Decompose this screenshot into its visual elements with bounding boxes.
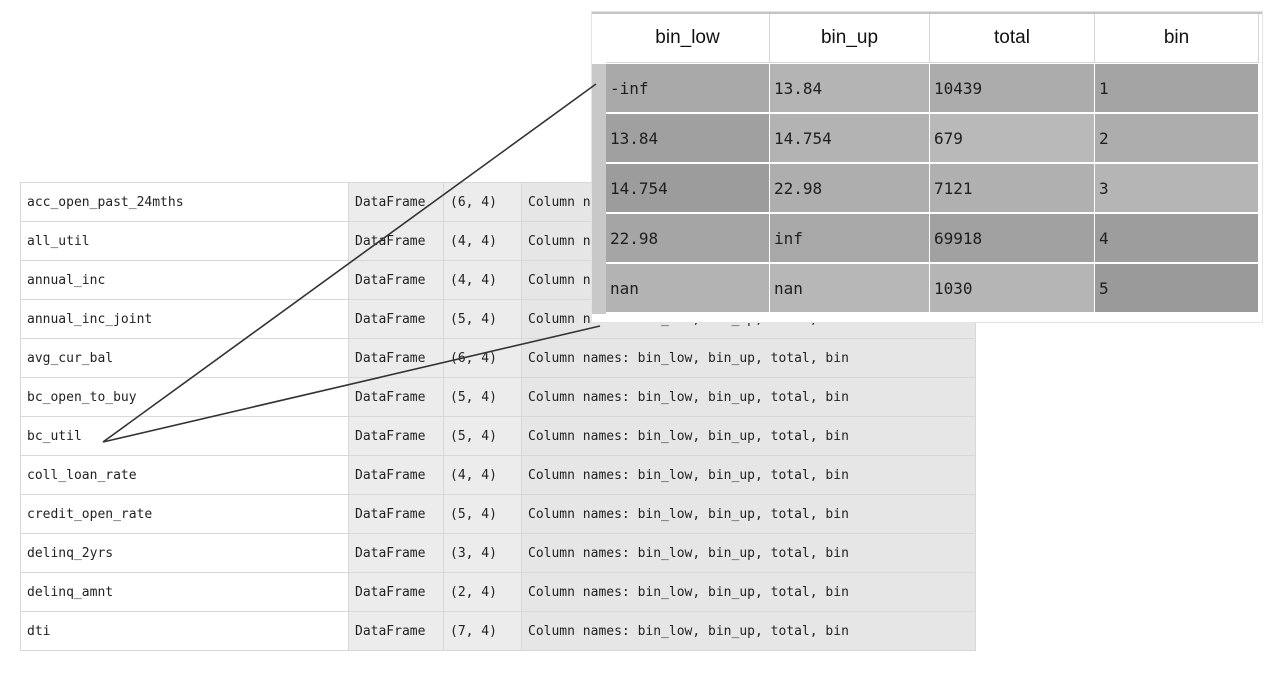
row-index-strip	[592, 264, 606, 314]
variable-value: Column names: bin_low, bin_up, total, bi…	[521, 611, 976, 651]
cell-bin-up[interactable]: 22.98	[770, 164, 930, 213]
variable-value: Column names: bin_low, bin_up, total, bi…	[521, 377, 976, 417]
table-row[interactable]: credit_open_rate DataFrame (5, 4) Column na…	[20, 494, 976, 534]
variable-name: avg_cur_bal	[20, 338, 349, 378]
table-row[interactable]: coll_loan_rate DataFrame (4, 4) Column name…	[20, 455, 976, 495]
variable-type: DataFrame	[348, 494, 444, 534]
cell-bin-low[interactable]: nan	[606, 264, 770, 313]
table-row[interactable]: delinq_amnt DataFrame (2, 4) Column names: …	[20, 572, 976, 612]
dataframe-header-row: bin_low bin_up total bin	[592, 14, 1262, 64]
variable-size: (5, 4)	[443, 377, 522, 417]
variable-value: Column names: bin_low, bin_up, total, bi…	[521, 533, 976, 573]
table-row[interactable]: bc_open_to_buy DataFrame (5, 4) Column name…	[20, 377, 976, 417]
variable-value: Column names: bin_low, bin_up, total, bi…	[521, 416, 976, 456]
cell-total[interactable]: 1030	[930, 264, 1095, 313]
cell-bin[interactable]: 4	[1095, 214, 1259, 263]
cell-bin-up[interactable]: nan	[770, 264, 930, 313]
table-row[interactable]: bc_util DataFrame (5, 4) Column names: bin_…	[20, 416, 976, 456]
variable-size: (2, 4)	[443, 572, 522, 612]
cell-bin[interactable]: 2	[1095, 114, 1259, 163]
variable-type: DataFrame	[348, 221, 444, 261]
variable-name: bc_open_to_buy	[20, 377, 349, 417]
cell-total[interactable]: 679	[930, 114, 1095, 163]
cell-bin-low[interactable]: 13.84	[606, 114, 770, 163]
cell-total[interactable]: 10439	[930, 64, 1095, 113]
variable-size: (3, 4)	[443, 533, 522, 573]
variable-type: DataFrame	[348, 299, 444, 339]
variable-type: DataFrame	[348, 533, 444, 573]
dataframe-row: -inf 13.84 10439 1	[592, 64, 1262, 114]
column-header-bin-low[interactable]: bin_low	[606, 14, 770, 63]
variable-type: DataFrame	[348, 416, 444, 456]
variable-name: delinq_2yrs	[20, 533, 349, 573]
dataframe-preview-popup: bin_low bin_up total bin -inf 13.84 1043…	[592, 12, 1262, 322]
variable-size: (6, 4)	[443, 338, 522, 378]
variable-name: coll_loan_rate	[20, 455, 349, 495]
variable-name: annual_inc_joint	[20, 299, 349, 339]
variable-name: all_util	[20, 221, 349, 261]
dataframe-row: 13.84 14.754 679 2	[592, 114, 1262, 164]
cell-bin[interactable]: 5	[1095, 264, 1259, 313]
column-header-bin-up[interactable]: bin_up	[770, 14, 930, 63]
dataframe-row: 22.98 inf 69918 4	[592, 214, 1262, 264]
variable-type: DataFrame	[348, 572, 444, 612]
variable-name: annual_inc	[20, 260, 349, 300]
variable-size: (4, 4)	[443, 221, 522, 261]
variable-size: (6, 4)	[443, 182, 522, 222]
cell-bin-low[interactable]: 14.754	[606, 164, 770, 213]
cell-bin[interactable]: 1	[1095, 64, 1259, 113]
column-header-bin[interactable]: bin	[1095, 14, 1259, 63]
table-row[interactable]: dti DataFrame (7, 4) Column names: bin_low,…	[20, 611, 976, 651]
variable-type: DataFrame	[348, 455, 444, 495]
variable-name: dti	[20, 611, 349, 651]
variable-type: DataFrame	[348, 611, 444, 651]
table-row[interactable]: delinq_2yrs DataFrame (3, 4) Column names: …	[20, 533, 976, 573]
cell-total[interactable]: 69918	[930, 214, 1095, 263]
variable-type: DataFrame	[348, 260, 444, 300]
variable-value: Column names: bin_low, bin_up, total, bi…	[521, 455, 976, 495]
variable-size: (5, 4)	[443, 416, 522, 456]
cell-bin-up[interactable]: 13.84	[770, 64, 930, 113]
variable-size: (5, 4)	[443, 299, 522, 339]
cell-bin-low[interactable]: -inf	[606, 64, 770, 113]
row-index-strip	[592, 164, 606, 214]
row-index-strip	[592, 114, 606, 164]
column-header-total[interactable]: total	[930, 14, 1095, 63]
row-index-strip	[592, 214, 606, 264]
variable-name: credit_open_rate	[20, 494, 349, 534]
variable-size: (7, 4)	[443, 611, 522, 651]
variable-type: DataFrame	[348, 377, 444, 417]
variable-name: acc_open_past_24mths	[20, 182, 349, 222]
cell-bin-up[interactable]: 14.754	[770, 114, 930, 163]
dataframe-row: 14.754 22.98 7121 3	[592, 164, 1262, 214]
variable-value: Column names: bin_low, bin_up, total, bi…	[521, 494, 976, 534]
cell-bin[interactable]: 3	[1095, 164, 1259, 213]
variable-size: (4, 4)	[443, 260, 522, 300]
variable-value: Column names: bin_low, bin_up, total, bi…	[521, 338, 976, 378]
cell-bin-low[interactable]: 22.98	[606, 214, 770, 263]
cell-bin-up[interactable]: inf	[770, 214, 930, 263]
variable-value: Column names: bin_low, bin_up, total, bi…	[521, 572, 976, 612]
variable-size: (5, 4)	[443, 494, 522, 534]
dataframe-row: nan nan 1030 5	[592, 264, 1262, 314]
variable-name: bc_util	[20, 416, 349, 456]
table-row[interactable]: avg_cur_bal DataFrame (6, 4) Column names: …	[20, 338, 976, 378]
row-index-strip	[592, 64, 606, 114]
variable-size: (4, 4)	[443, 455, 522, 495]
variable-type: DataFrame	[348, 182, 444, 222]
variable-name: delinq_amnt	[20, 572, 349, 612]
variable-type: DataFrame	[348, 338, 444, 378]
cell-total[interactable]: 7121	[930, 164, 1095, 213]
